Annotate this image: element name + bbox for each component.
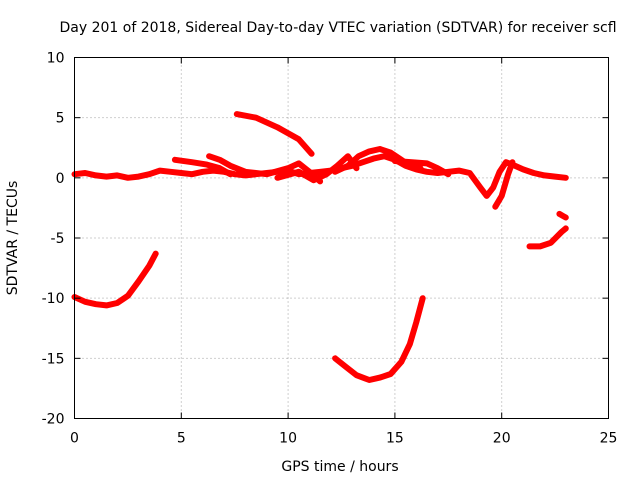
grid (74, 57, 609, 419)
series-band-b (171, 156, 234, 178)
series-band-f (391, 158, 452, 178)
series-band-c (206, 153, 324, 185)
x-tick-label: 15 (386, 431, 404, 447)
y-tick-label: -5 (51, 231, 65, 247)
y-tick-label: -15 (42, 351, 65, 367)
series-dip-right (492, 159, 516, 210)
series-right-stub (556, 210, 569, 221)
x-tick-label: 5 (177, 431, 186, 447)
x-axis-title: GPS time / hours (281, 459, 398, 475)
series-lower-right (526, 225, 569, 250)
y-tick-label: -10 (42, 291, 65, 307)
x-tick-label: 20 (493, 431, 511, 447)
series-lower-middle (332, 295, 426, 383)
x-tick-label: 25 (600, 431, 618, 447)
series-upper-arc (233, 111, 315, 157)
chart-title: Day 201 of 2018, Sidereal Day-to-day VTE… (59, 20, 616, 36)
y-axis-title: SDTVAR / TECUs (5, 181, 21, 296)
axis-ticks (74, 57, 609, 419)
y-tick-label: 0 (56, 171, 65, 187)
y-tick-label: 10 (47, 51, 65, 67)
y-tick-label: 5 (56, 111, 65, 127)
tick-labels: 0 5 10 15 20 25 -20 -15 -10 -5 0 5 10 (42, 51, 618, 447)
series-lower-left (71, 250, 159, 309)
y-tick-label: -20 (42, 412, 65, 428)
series-group (71, 111, 569, 383)
x-tick-label: 10 (279, 431, 297, 447)
series-band-d (274, 153, 360, 184)
x-tick-label: 0 (70, 431, 79, 447)
